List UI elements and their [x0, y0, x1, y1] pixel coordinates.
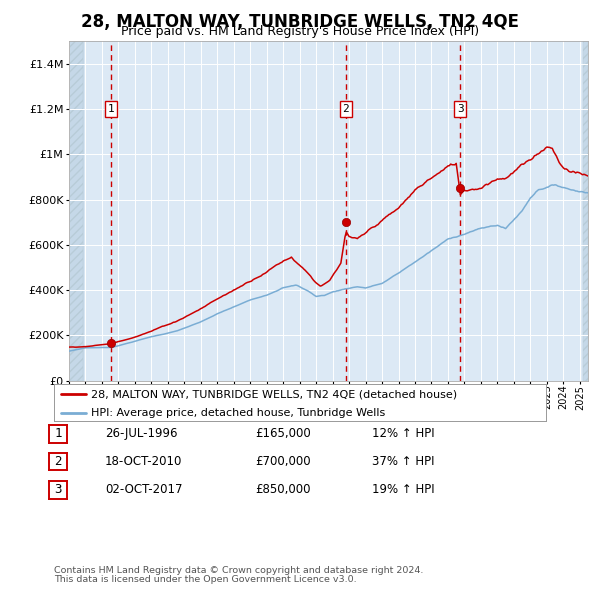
Text: £165,000: £165,000	[255, 427, 311, 440]
Bar	[583, 41, 588, 381]
Text: Contains HM Land Registry data © Crown copyright and database right 2024.: Contains HM Land Registry data © Crown c…	[54, 566, 424, 575]
Bar	[583, 41, 588, 381]
Text: Price paid vs. HM Land Registry's House Price Index (HPI): Price paid vs. HM Land Registry's House …	[121, 25, 479, 38]
Bar	[69, 41, 83, 381]
Text: 3: 3	[55, 483, 62, 496]
Text: 12% ↑ HPI: 12% ↑ HPI	[372, 427, 434, 440]
Text: 18-OCT-2010: 18-OCT-2010	[105, 455, 182, 468]
Text: 3: 3	[457, 104, 464, 114]
Text: 26-JUL-1996: 26-JUL-1996	[105, 427, 178, 440]
Text: 1: 1	[55, 427, 62, 440]
Text: £700,000: £700,000	[255, 455, 311, 468]
Text: 28, MALTON WAY, TUNBRIDGE WELLS, TN2 4QE: 28, MALTON WAY, TUNBRIDGE WELLS, TN2 4QE	[81, 13, 519, 31]
Bar	[69, 41, 83, 381]
Text: 28, MALTON WAY, TUNBRIDGE WELLS, TN2 4QE (detached house): 28, MALTON WAY, TUNBRIDGE WELLS, TN2 4QE…	[91, 389, 457, 399]
Text: HPI: Average price, detached house, Tunbridge Wells: HPI: Average price, detached house, Tunb…	[91, 408, 385, 418]
Text: 2: 2	[55, 455, 62, 468]
Text: This data is licensed under the Open Government Licence v3.0.: This data is licensed under the Open Gov…	[54, 575, 356, 584]
Text: 2: 2	[343, 104, 349, 114]
Text: 19% ↑ HPI: 19% ↑ HPI	[372, 483, 434, 496]
Text: 1: 1	[108, 104, 115, 114]
Text: 02-OCT-2017: 02-OCT-2017	[105, 483, 182, 496]
Text: £850,000: £850,000	[255, 483, 311, 496]
Text: 37% ↑ HPI: 37% ↑ HPI	[372, 455, 434, 468]
